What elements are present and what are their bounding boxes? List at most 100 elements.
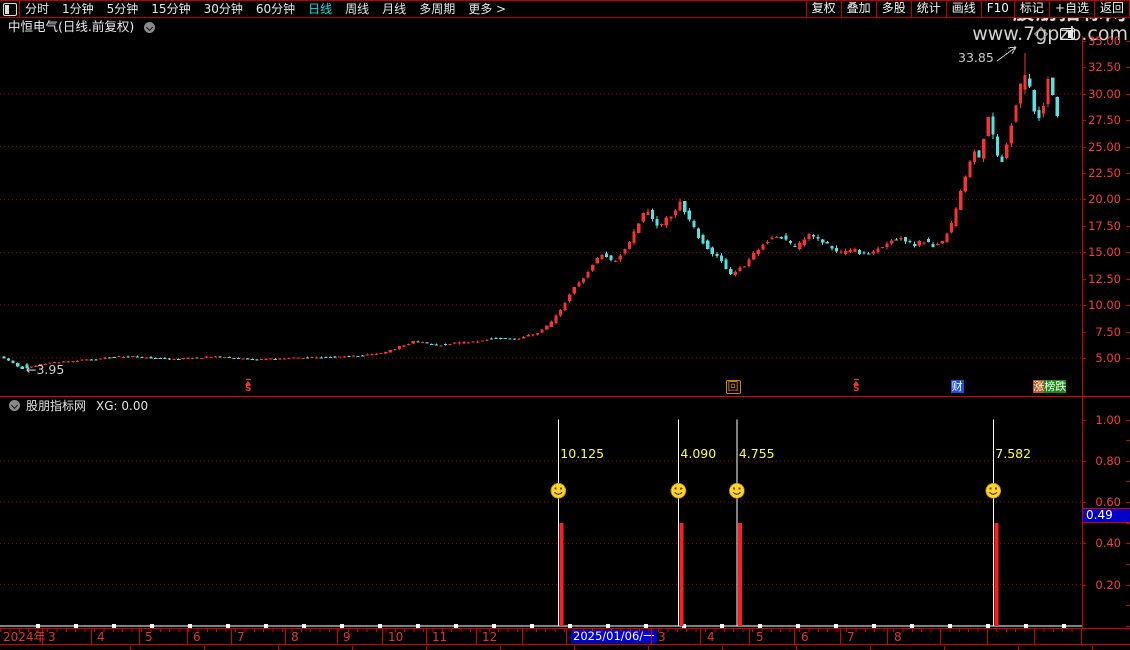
top-toolbar: 分时 1分钟 5分钟 15分钟 30分钟 60分钟 日线 周线 月线 多周期 更多 > 复权 叠加 多股… (0, 0, 1130, 18)
indicator-canvas[interactable]: 10.125 4.090 4.755 7.582 (0, 414, 1082, 631)
axis-month-label: 12 (482, 630, 498, 644)
axis-separator (940, 629, 941, 644)
selected-date-badge: 2025/01/06/一 (571, 629, 657, 643)
indicator-axis-label: 0.20 (1095, 577, 1121, 592)
menu-action-7[interactable]: 标记 (1013, 1, 1049, 17)
menu-action-8[interactable]: +自选 (1048, 1, 1094, 17)
axis-separator (42, 629, 43, 644)
chevron-down-icon[interactable] (144, 22, 156, 33)
axis-separator (476, 629, 477, 644)
edge-tick (1126, 93, 1130, 95)
menu-period-11[interactable]: 更多 > (468, 2, 507, 16)
menu-period-4[interactable]: 15分钟 (151, 2, 191, 16)
menu-action-6[interactable]: F10 (980, 1, 1014, 17)
axis-tick (1082, 543, 1086, 545)
price-axis-label: 5.00 (1095, 351, 1121, 365)
time-axis: 2025/01/06/一 2024年 3 4 5 6 7 8 9 10 11 12 3 4 5 6 7 8 (0, 628, 1130, 645)
event-marker-row: S S 回 财 涨榜跌 (0, 379, 1082, 396)
menu-period-9[interactable]: 月线 (382, 2, 407, 16)
panel-divider (0, 396, 1130, 397)
axis-tick (1082, 278, 1086, 280)
edge-tick (1126, 543, 1130, 545)
axis-month-label: 6 (801, 630, 809, 644)
axis-tick (1082, 358, 1086, 359)
edge-tick (1126, 440, 1130, 442)
axis-month-label: 7 (847, 630, 855, 644)
marker-arrow (853, 381, 860, 385)
menu-action-2[interactable]: 叠加 (840, 1, 876, 17)
svg-text:10.125: 10.125 (560, 446, 604, 461)
menu-period-5[interactable]: 30分钟 (203, 2, 243, 16)
menu-period-7[interactable]: 日线 (308, 2, 333, 16)
marker-dash (245, 379, 251, 380)
menu-period-6[interactable]: 60分钟 (255, 2, 296, 16)
menu-period-2[interactable]: 1分钟 (62, 2, 94, 16)
axis-year-label: 2024年 (3, 630, 46, 644)
axis-month-label: 5 (756, 630, 764, 644)
edge-tick (1126, 626, 1130, 627)
rank-badge-2[interactable]: 榜 (1044, 380, 1056, 393)
axis-month-label: 9 (343, 630, 351, 644)
axis-separator (91, 629, 92, 644)
chevron-down-icon[interactable] (9, 400, 20, 411)
split-marker-icon-2[interactable]: S (852, 379, 861, 394)
indicator-value-text: XG: 0.00 (96, 398, 149, 413)
panel-toggle-icon[interactable] (1060, 27, 1076, 40)
menu-action-3[interactable]: 多股 (875, 1, 911, 17)
axis-tick (1082, 146, 1086, 148)
edge-tick (1126, 584, 1130, 586)
menu-period-8[interactable]: 周线 (345, 2, 370, 16)
axis-separator (840, 629, 841, 644)
bottom-tick (1018, 646, 1019, 650)
axis-month-label: 11 (432, 630, 448, 644)
edge-tick (1126, 173, 1130, 175)
menu-action-4[interactable]: 统计 (910, 1, 946, 17)
menu-action-9[interactable]: 返回 (1093, 1, 1130, 17)
axis-separator (187, 629, 188, 644)
bottom-tick (796, 646, 797, 650)
svg-text:4.090: 4.090 (680, 446, 716, 461)
axis-tick (1082, 93, 1086, 95)
menu-period-10[interactable]: 多周期 (419, 2, 456, 16)
axis-tick (1082, 40, 1086, 42)
axis-month-label: 6 (193, 630, 201, 644)
chart-corner-icons (1033, 23, 1076, 41)
bottom-tick (870, 646, 871, 650)
axis-month-label: 10 (388, 630, 404, 644)
edge-tick (1126, 481, 1130, 483)
axis-tick (1082, 305, 1086, 307)
price-axis-label: 17.50 (1088, 218, 1121, 233)
rank-badge-3[interactable]: 跌 (1055, 380, 1067, 393)
edge-tick (1126, 564, 1130, 566)
bottom-tick (352, 646, 353, 650)
axis-separator (382, 629, 383, 644)
marker-letter: S (245, 384, 252, 394)
bottom-tick (648, 646, 649, 650)
axis-separator (1034, 629, 1035, 644)
marker-letter: S (853, 384, 860, 394)
indicator-axis: 1.00 0.80 0.60 0.40 0.20 (1082, 412, 1129, 627)
axis-month-label: 3 (658, 630, 666, 644)
axis-separator (1081, 629, 1082, 644)
edge-tick (1126, 419, 1130, 421)
edge-tick (1126, 358, 1130, 359)
menu-period-3[interactable]: 5分钟 (106, 2, 139, 16)
menu-action-1[interactable]: 复权 (805, 1, 841, 17)
indicator-axis-label: 1.00 (1095, 412, 1121, 427)
layout-toggle-icon[interactable] (3, 3, 17, 16)
rank-badge-1[interactable]: 涨 (1033, 380, 1045, 393)
main-chart-canvas[interactable] (0, 36, 1082, 384)
menu-action-5[interactable]: 画线 (945, 1, 981, 17)
axis-tick (1082, 173, 1086, 175)
info-marker-icon[interactable]: 回 (725, 380, 741, 394)
bottom-tick (278, 646, 279, 650)
indicator-name: 股朋指标网 (26, 399, 87, 413)
split-marker-icon-1[interactable]: S (244, 379, 253, 394)
menu-period-1[interactable]: 分时 (25, 2, 50, 16)
high-price-annotation: 33.85 (958, 50, 994, 65)
price-axis-label: 22.50 (1088, 166, 1121, 181)
finance-marker-icon[interactable]: 财 (950, 380, 964, 393)
price-axis-label: 25.00 (1088, 139, 1121, 154)
axis-separator (987, 629, 988, 644)
price-axis-label: 27.50 (1088, 113, 1121, 128)
